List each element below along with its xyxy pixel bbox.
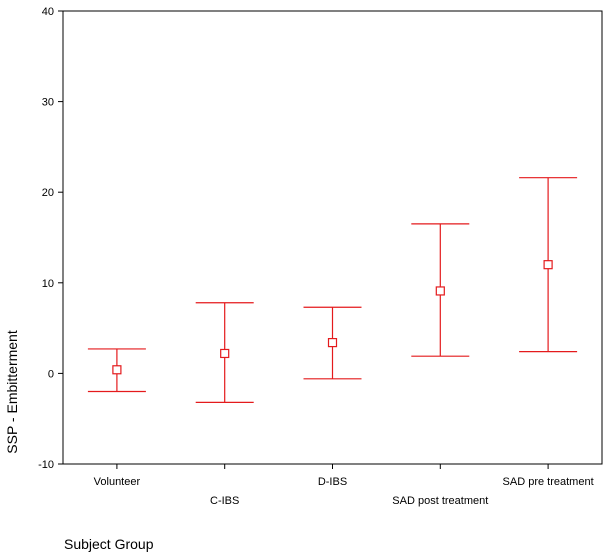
plot-border (62, 10, 603, 465)
y-tick-label: -10 (38, 459, 54, 471)
y-tick-label: 30 (42, 97, 54, 109)
error-bar (519, 177, 578, 353)
x-tick-label: D-IBS (318, 476, 347, 488)
error-bar-series (87, 177, 578, 403)
error-bar (87, 348, 146, 393)
x-tick-label: SAD post treatment (392, 495, 488, 507)
mean-marker (543, 260, 553, 270)
y-axis-ticks: -10 0 10 20 30 40 (38, 6, 63, 471)
error-bar (303, 306, 362, 380)
mean-marker (112, 365, 122, 375)
error-bar (411, 223, 470, 357)
x-tick-label: SAD pre treatment (503, 476, 594, 488)
y-tick-label: 0 (48, 368, 54, 380)
mean-marker (435, 286, 445, 296)
y-tick-label: 10 (42, 278, 54, 290)
y-tick-label: 20 (42, 187, 54, 199)
x-axis-ticks: Volunteer C-IBS D-IBS SAD post treatment SAD… (94, 464, 594, 507)
plot-frame (62, 10, 603, 465)
x-axis-title: Subject Group (64, 536, 154, 552)
mean-marker (327, 337, 338, 348)
mean-marker (220, 348, 230, 359)
y-tick-label: 40 (42, 6, 54, 18)
y-axis-title: SSP - Embitterment (4, 330, 20, 454)
x-tick-label: Volunteer (94, 476, 141, 488)
error-bar (195, 302, 254, 403)
x-tick-label: C-IBS (210, 495, 239, 507)
